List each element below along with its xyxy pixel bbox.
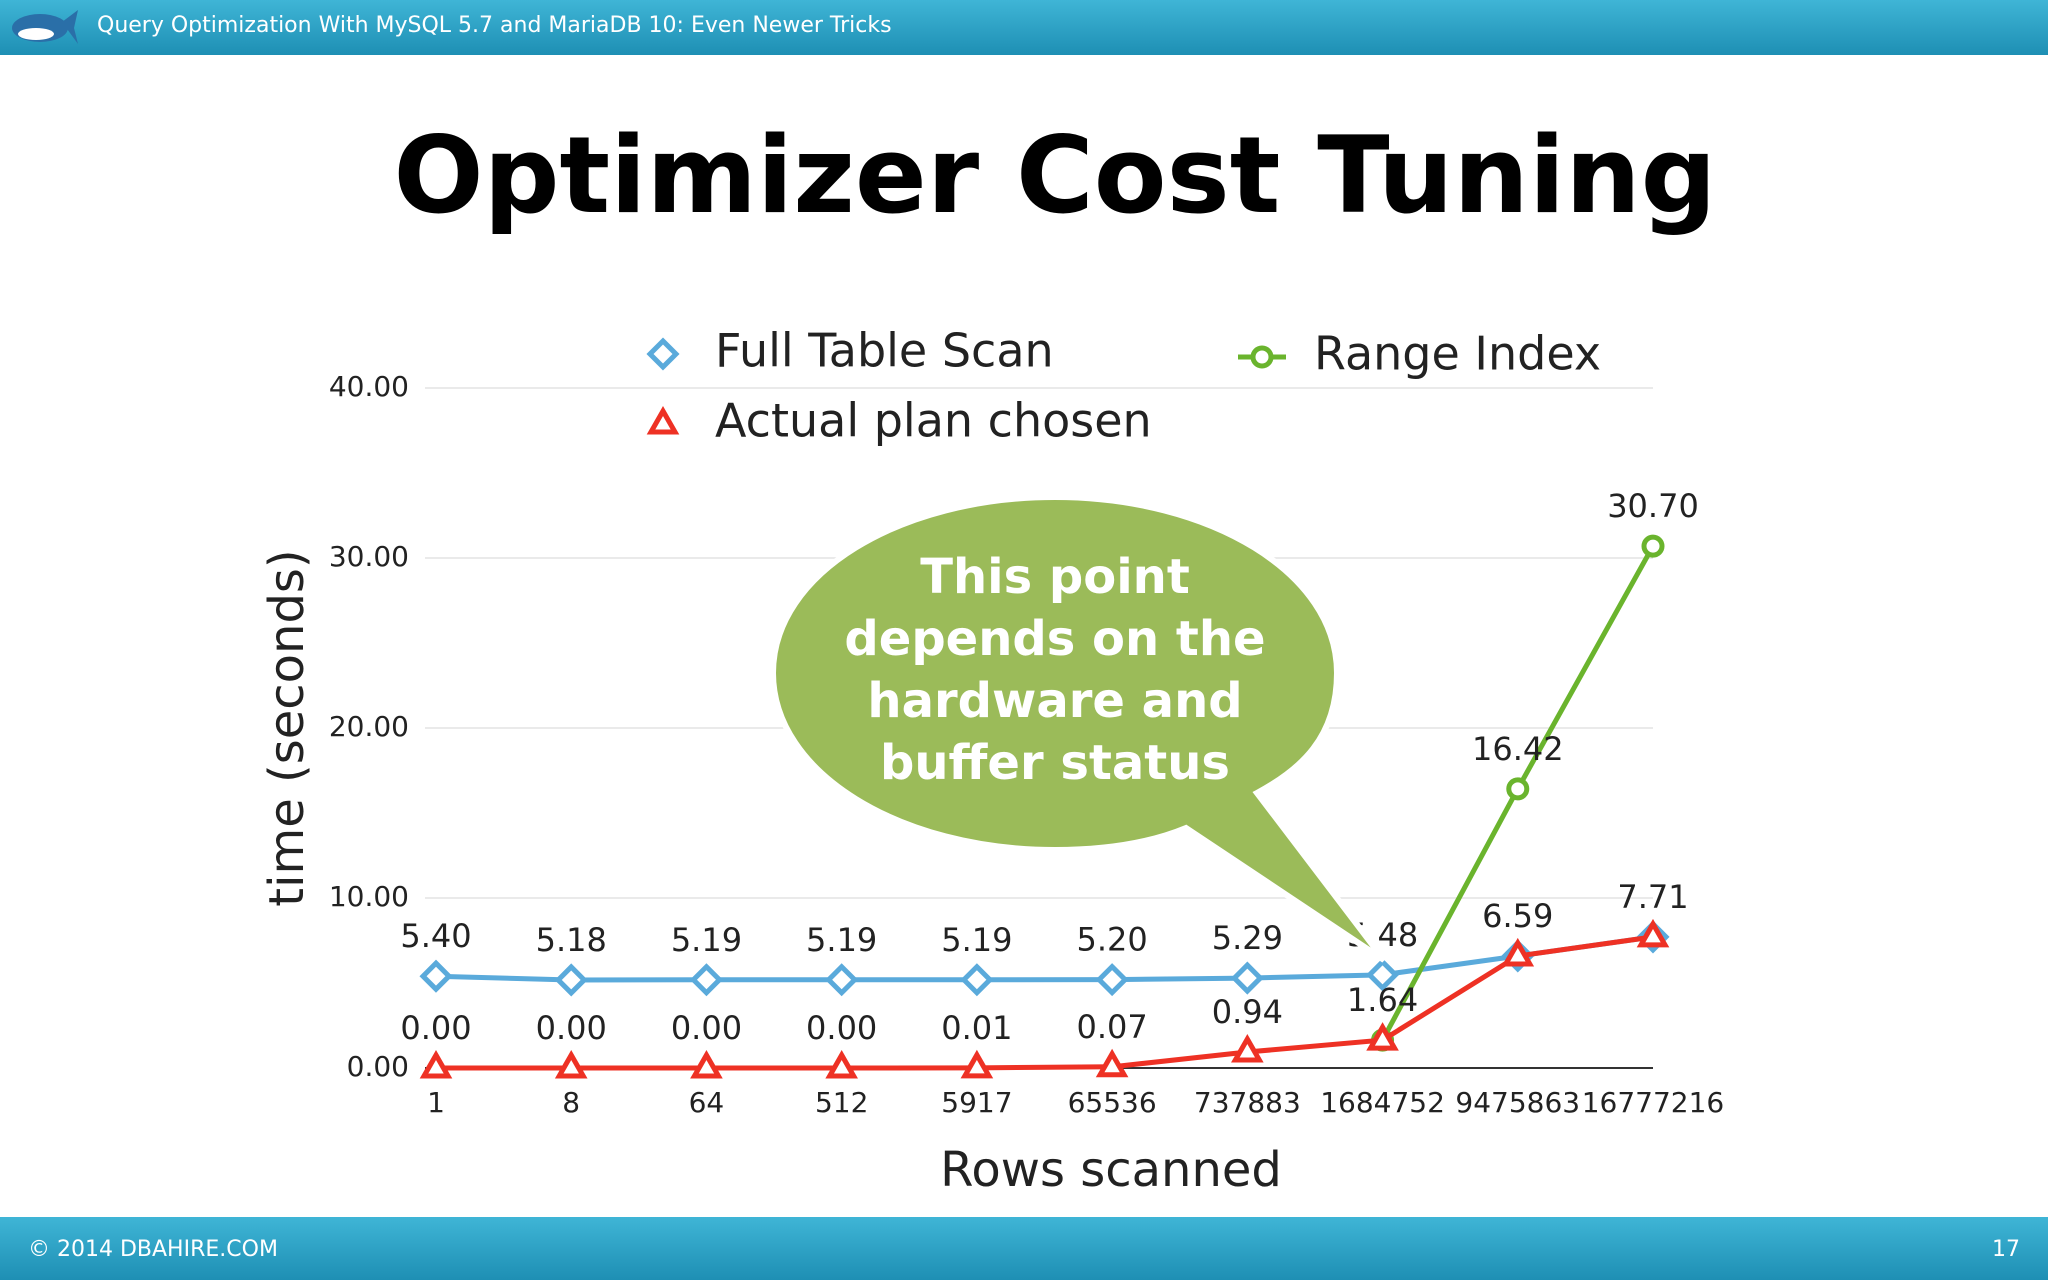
marker (825, 1049, 858, 1079)
x-tick-label: 1684752 (1320, 1086, 1445, 1119)
series-line (436, 934, 1654, 1071)
marker (690, 1049, 723, 1079)
data-label: 5.19 (941, 921, 1012, 959)
series-line (435, 934, 1654, 983)
legend-label: Full Table Scan (715, 324, 1054, 378)
data-label: 7.71 (1617, 878, 1688, 916)
legend-label: Actual plan chosen (715, 394, 1152, 448)
y-axis-title: time (seconds) (259, 549, 315, 906)
series: 16.42 30.70 (1371, 487, 1699, 1052)
data-label: 0.00 (536, 1009, 607, 1047)
marker (960, 1049, 994, 1079)
marker (1250, 345, 1274, 369)
data-label: 5.18 (536, 921, 607, 959)
data-label: 0.00 (671, 1009, 742, 1047)
x-tick-label: 8 (562, 1086, 580, 1119)
data-label: 5.40 (400, 917, 471, 955)
callout-text: hardware and (867, 673, 1242, 729)
legend-item: Range Index (1238, 327, 1601, 381)
marker (1636, 918, 1670, 948)
data-label: 5.29 (1212, 919, 1283, 957)
legend-item: Full Table Scan (646, 324, 1054, 378)
series: 5.40 5.18 5.19 5.19 5.19 5.20 5.29 5.48 6.597.71 (400, 878, 1689, 997)
marker (1366, 958, 1400, 992)
header-title: Query Optimization With MySQL 5.7 and Ma… (97, 13, 892, 38)
data-label: 0.00 (400, 1009, 471, 1047)
footer-bar (0, 1217, 2048, 1280)
x-tick-label: 512 (815, 1086, 868, 1119)
marker (1095, 963, 1129, 997)
marker (689, 963, 723, 997)
data-label: 30.70 (1607, 487, 1699, 525)
callout: This point depends on the hardware and buff… (769, 493, 1387, 963)
marker (825, 963, 859, 997)
callout-text: depends on the (844, 611, 1265, 667)
logo (12, 10, 78, 44)
y-tick-label: 30.00 (329, 540, 409, 573)
data-label: 5.20 (1076, 921, 1147, 959)
data-label: 16.42 (1472, 730, 1564, 768)
data-label: 0.07 (1076, 1008, 1147, 1046)
series: 0.00 0.00 0.00 0.00 0.01 0.07 0.94 1.64 (400, 918, 1670, 1079)
page-number: 17 (1992, 1237, 2020, 1262)
data-label: 5.19 (671, 921, 742, 959)
data-label: 0.94 (1212, 993, 1283, 1031)
y-tick-label: 40.00 (329, 370, 409, 403)
marker (554, 963, 588, 997)
marker (554, 1049, 588, 1079)
x-tick-label: 5917 (941, 1086, 1012, 1119)
x-tick-label: 9475863 (1455, 1086, 1580, 1119)
header-bar (0, 0, 2048, 55)
marker (646, 337, 680, 371)
data-label: 5.19 (806, 921, 877, 959)
data-label: 1.64 (1347, 981, 1418, 1019)
y-tick-label: 10.00 (329, 880, 409, 913)
legend-label: Range Index (1314, 327, 1601, 381)
marker (1366, 1022, 1399, 1051)
marker (1230, 961, 1264, 995)
callout-text: buffer status (880, 735, 1230, 791)
data-label: 0.00 (806, 1009, 877, 1047)
marker (960, 963, 994, 997)
data-label: 6.59 (1482, 897, 1553, 935)
legend-item: Actual plan chosen (646, 394, 1152, 448)
copyright: © 2014 DBAHIRE.COM (28, 1237, 278, 1262)
slide-title: Optimizer Cost Tuning (393, 114, 1716, 237)
marker (1095, 1048, 1129, 1078)
x-tick-label: 16777216 (1582, 1086, 1725, 1119)
marker (1641, 534, 1665, 558)
data-label: 0.01 (941, 1009, 1012, 1047)
x-axis-title: Rows scanned (940, 1142, 1282, 1198)
marker (1506, 777, 1530, 801)
marker (1231, 1033, 1264, 1063)
y-tick-label: 20.00 (329, 710, 409, 743)
x-tick-label: 1 (427, 1086, 445, 1119)
chart: 0.00 10.00 20.00 30.00 40.00 1 8 64 512 5917 65536… (259, 324, 1724, 1199)
marker (1501, 937, 1535, 967)
marker (646, 405, 680, 435)
x-tick-label: 64 (689, 1086, 725, 1119)
marker (419, 959, 453, 993)
y-tick-label: 0.00 (347, 1050, 409, 1083)
marker (419, 1049, 453, 1079)
x-tick-label: 65536 (1068, 1086, 1157, 1119)
callout-text: This point (920, 549, 1190, 605)
x-tick-label: 737883 (1194, 1086, 1301, 1119)
